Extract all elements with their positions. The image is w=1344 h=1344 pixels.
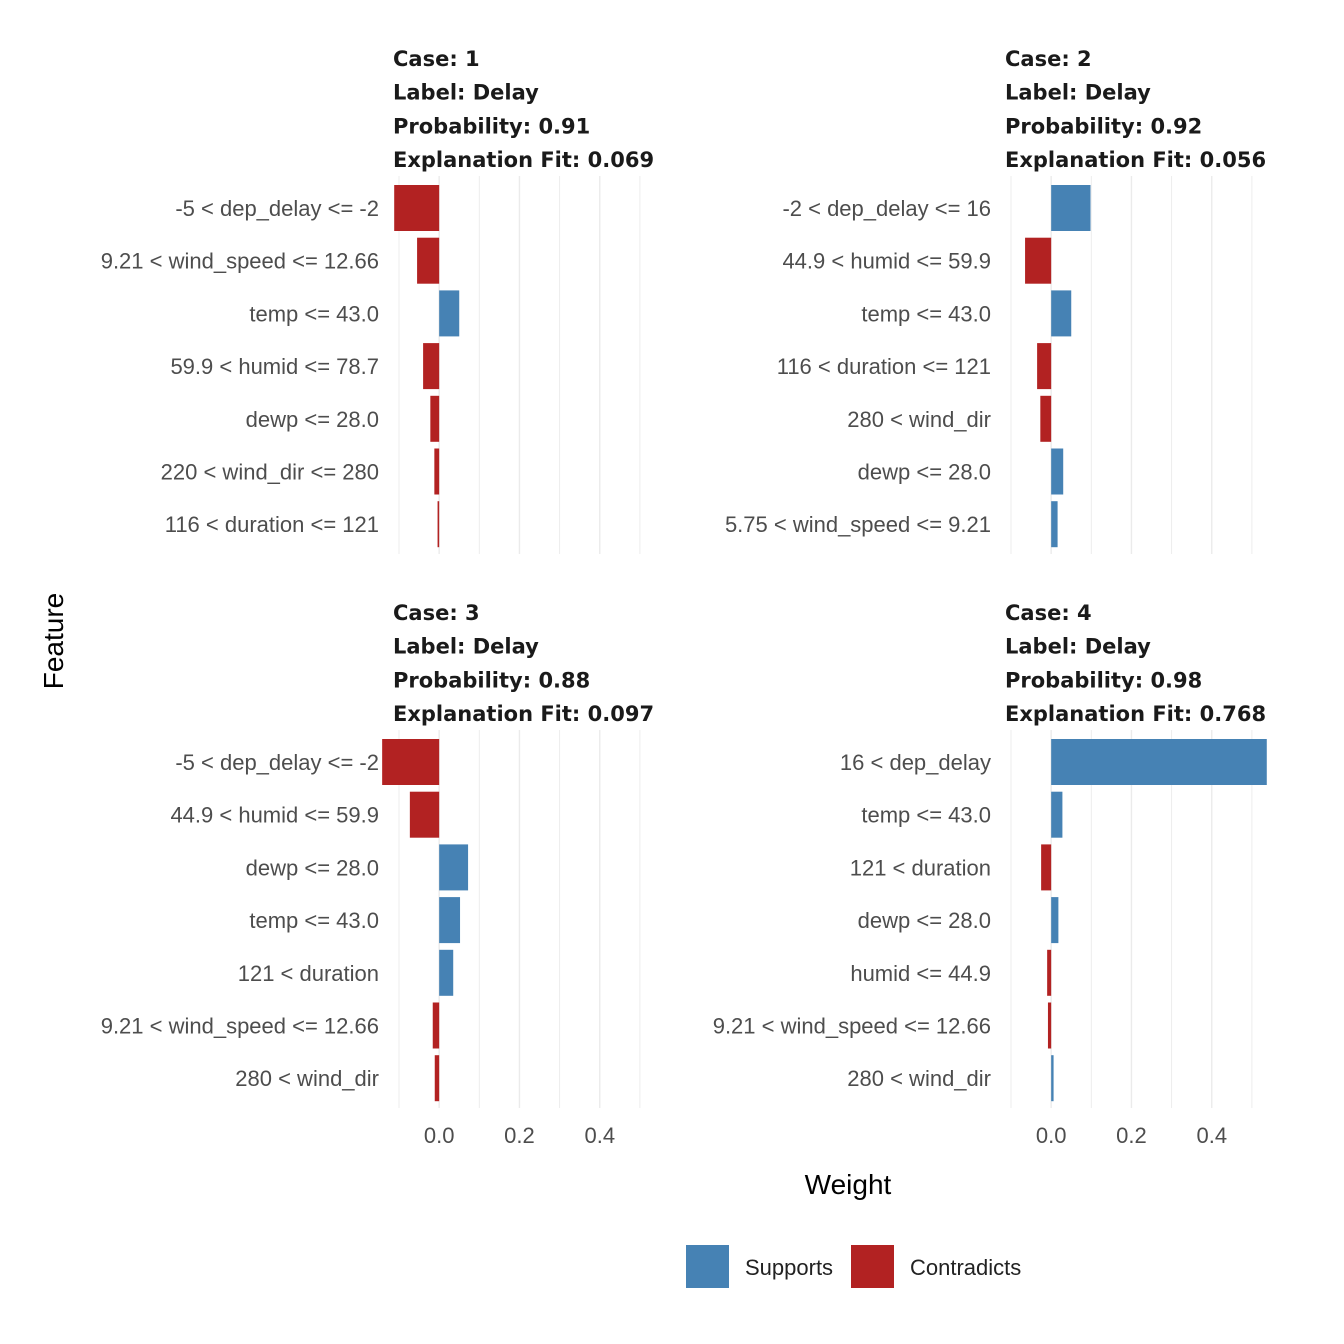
bar-contradicts xyxy=(430,395,440,442)
panel-case-3: Case: 3 Label: Delay Probability: 0.88 Expl… xyxy=(101,601,654,1148)
bar-contradicts xyxy=(1037,343,1052,390)
panel-probability-label: Probability: 0.91 xyxy=(393,114,590,138)
legend-swatch xyxy=(686,1245,729,1288)
feature-label: temp <= 43.0 xyxy=(861,301,991,326)
bar-contradicts xyxy=(1047,949,1052,996)
bar-supports xyxy=(1051,897,1059,944)
bar-contradicts xyxy=(437,501,440,548)
feature-label: temp <= 43.0 xyxy=(249,301,379,326)
feature-label: 121 < duration xyxy=(850,855,991,880)
y-axis-title: Feature xyxy=(38,593,69,690)
feature-label: -5 < dep_delay <= -2 xyxy=(175,750,379,775)
x-tick-label: 0.0 xyxy=(1036,1123,1067,1148)
x-tick-label: 0.4 xyxy=(1196,1123,1227,1148)
feature-label: dewp <= 28.0 xyxy=(246,855,379,880)
feature-label: 116 < duration <= 121 xyxy=(777,354,991,379)
bar-contradicts xyxy=(409,791,440,838)
x-tick-label: 0.2 xyxy=(504,1123,535,1148)
bar-contradicts xyxy=(432,1002,440,1049)
bar-supports xyxy=(439,949,454,996)
panel-case-2: Case: 2 Label: Delay Probability: 0.92 Expl… xyxy=(725,47,1266,554)
bar-contradicts xyxy=(1025,237,1052,284)
legend-item-contradicts: Contradicts xyxy=(851,1245,1021,1288)
panel-explanation-fit-label: Explanation Fit: 0.056 xyxy=(1005,148,1266,172)
feature-label: 44.9 < humid <= 59.9 xyxy=(170,803,379,828)
legend-label: Supports xyxy=(745,1255,833,1280)
feature-label: dewp <= 28.0 xyxy=(246,407,379,432)
feature-label: humid <= 44.9 xyxy=(850,961,991,986)
legend-swatch xyxy=(851,1245,894,1288)
bar-contradicts xyxy=(394,185,440,231)
feature-label: 9.21 < wind_speed <= 12.66 xyxy=(101,1014,379,1039)
panel-case-4: Case: 4 Label: Delay Probability: 0.98 Expl… xyxy=(713,601,1267,1148)
feature-label: 44.9 < humid <= 59.9 xyxy=(782,249,991,274)
feature-label: 280 < wind_dir xyxy=(847,1066,991,1091)
panel-predicted-label: Label: Delay xyxy=(1005,81,1151,105)
feature-label: temp <= 43.0 xyxy=(249,908,379,933)
panel-probability-label: Probability: 0.92 xyxy=(1005,114,1202,138)
x-axis-title: Weight xyxy=(805,1169,892,1200)
panel-explanation-fit-label: Explanation Fit: 0.097 xyxy=(393,702,654,726)
bar-supports xyxy=(1051,791,1063,838)
x-tick-label: 0.0 xyxy=(424,1123,455,1148)
x-tick-label: 0.4 xyxy=(584,1123,615,1148)
panel-case-label: Case: 4 xyxy=(1005,601,1092,625)
bar-contradicts xyxy=(382,739,440,785)
bar-contradicts xyxy=(423,343,440,390)
bar-contradicts xyxy=(434,448,440,495)
bar-supports xyxy=(1051,290,1072,337)
feature-label: 5.75 < wind_speed <= 9.21 xyxy=(725,512,991,537)
feature-label: -5 < dep_delay <= -2 xyxy=(175,196,379,221)
feature-label: 121 < duration xyxy=(238,961,379,986)
x-tick-label: 0.2 xyxy=(1116,1123,1147,1148)
feature-label: dewp <= 28.0 xyxy=(858,908,991,933)
bar-contradicts xyxy=(434,1055,440,1102)
bar-contradicts xyxy=(1047,1002,1052,1049)
legend: Supports Contradicts xyxy=(686,1245,1021,1288)
bar-supports xyxy=(439,844,469,891)
panel-predicted-label: Label: Delay xyxy=(393,81,539,105)
feature-label: dewp <= 28.0 xyxy=(858,460,991,485)
panel-case-1: Case: 1 Label: Delay Probability: 0.91 Expl… xyxy=(101,47,654,554)
panel-explanation-fit-label: Explanation Fit: 0.069 xyxy=(393,148,654,172)
feature-label: 16 < dep_delay xyxy=(840,750,991,775)
legend-item-supports: Supports xyxy=(686,1245,833,1288)
feature-label: 280 < wind_dir xyxy=(847,407,991,432)
feature-label: 59.9 < humid <= 78.7 xyxy=(170,354,379,379)
bar-supports xyxy=(439,897,461,944)
bar-supports xyxy=(1051,185,1091,231)
bar-contradicts xyxy=(1040,395,1052,442)
bar-supports xyxy=(1051,739,1267,785)
bar-supports xyxy=(1051,448,1064,495)
panel-probability-label: Probability: 0.98 xyxy=(1005,668,1202,692)
feature-label: 116 < duration <= 121 xyxy=(165,512,379,537)
panel-probability-label: Probability: 0.88 xyxy=(393,668,590,692)
feature-label: 9.21 < wind_speed <= 12.66 xyxy=(101,249,379,274)
legend-label: Contradicts xyxy=(910,1255,1021,1280)
feature-label: temp <= 43.0 xyxy=(861,803,991,828)
panel-predicted-label: Label: Delay xyxy=(1005,635,1151,659)
bar-contradicts xyxy=(417,237,440,284)
feature-label: 220 < wind_dir <= 280 xyxy=(161,460,379,485)
panel-predicted-label: Label: Delay xyxy=(393,635,539,659)
feature-label: -2 < dep_delay <= 16 xyxy=(782,196,991,221)
panel-case-label: Case: 2 xyxy=(1005,47,1092,71)
bar-supports xyxy=(439,290,460,337)
feature-label: 9.21 < wind_speed <= 12.66 xyxy=(713,1014,991,1039)
feature-label: 280 < wind_dir xyxy=(235,1066,379,1091)
panel-case-label: Case: 3 xyxy=(393,601,480,625)
bar-supports xyxy=(1051,1055,1054,1102)
bar-supports xyxy=(1051,501,1058,548)
facet-panels: Case: 1 Label: Delay Probability: 0.91 Expl… xyxy=(101,47,1267,1148)
bar-contradicts xyxy=(1041,844,1052,891)
panel-explanation-fit-label: Explanation Fit: 0.768 xyxy=(1005,702,1266,726)
panel-case-label: Case: 1 xyxy=(393,47,480,71)
